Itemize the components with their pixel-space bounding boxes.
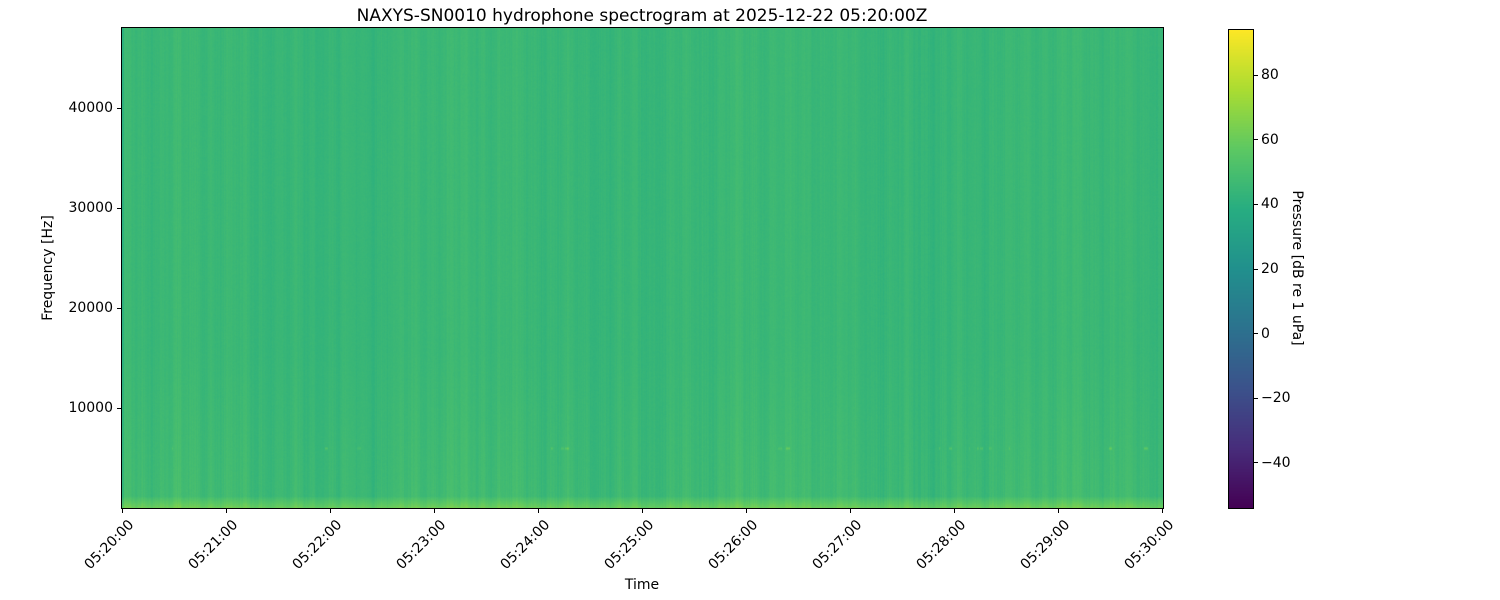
x-tick-label: 05:23:00 bbox=[393, 517, 450, 573]
x-tickmark bbox=[225, 509, 227, 513]
y-tickmark bbox=[117, 207, 121, 209]
x-tick-label: 05:30:00 bbox=[1121, 517, 1178, 573]
x-tick-label: 05:24:00 bbox=[497, 517, 554, 573]
x-tickmark bbox=[329, 509, 331, 513]
colorbar-tick-label: −20 bbox=[1261, 390, 1291, 407]
colorbar-tickmark bbox=[1254, 139, 1258, 141]
x-tick-label: 05:25:00 bbox=[601, 517, 658, 573]
y-tickmark bbox=[117, 407, 121, 409]
x-tick-label: 05:27:00 bbox=[809, 517, 866, 573]
colorbar-tick-label: 40 bbox=[1261, 196, 1279, 213]
x-tick-label: 05:20:00 bbox=[81, 517, 138, 573]
x-axis-label: Time bbox=[624, 577, 660, 593]
x-tick-label: 05:29:00 bbox=[1017, 517, 1074, 573]
colorbar-tickmark bbox=[1254, 74, 1258, 76]
y-axis-label: Frequency [Hz] bbox=[40, 215, 56, 321]
y-tickmark bbox=[117, 307, 121, 309]
colorbar-tickmark bbox=[1254, 268, 1258, 270]
colorbar-label: Pressure [dB re 1 uPa] bbox=[1289, 190, 1305, 346]
colorbar-tick-label: 60 bbox=[1261, 131, 1279, 148]
y-tick-label: 10000 bbox=[68, 400, 113, 416]
colorbar-tickmark bbox=[1254, 397, 1258, 399]
x-tick-label: 05:22:00 bbox=[289, 517, 346, 573]
colorbar-tickmark bbox=[1254, 203, 1258, 205]
x-tick-label: 05:28:00 bbox=[913, 517, 970, 573]
x-tickmark bbox=[953, 509, 955, 513]
colorbar-gradient bbox=[1228, 29, 1254, 509]
colorbar-tick-label: 80 bbox=[1261, 67, 1279, 84]
y-tick-label: 30000 bbox=[68, 200, 113, 216]
colorbar-tick-label: 20 bbox=[1261, 261, 1279, 277]
x-tickmark bbox=[849, 509, 851, 513]
y-tickmark bbox=[117, 107, 121, 109]
x-tickmark bbox=[1161, 509, 1163, 513]
colorbar-tick-label: −40 bbox=[1261, 454, 1291, 471]
x-tickmark bbox=[641, 509, 643, 513]
x-tick-label: 05:26:00 bbox=[705, 517, 762, 573]
y-tick-label: 40000 bbox=[68, 100, 113, 116]
x-tickmark bbox=[121, 509, 123, 513]
colorbar-tickmark bbox=[1254, 333, 1258, 335]
x-tickmark bbox=[433, 509, 435, 513]
spectrogram-heatmap bbox=[121, 27, 1164, 509]
colorbar-tick-label: 0 bbox=[1261, 325, 1270, 342]
y-tick-label: 20000 bbox=[68, 300, 113, 316]
x-tickmark bbox=[537, 509, 539, 513]
x-tickmark bbox=[1057, 509, 1059, 513]
x-tickmark bbox=[745, 509, 747, 513]
colorbar-tickmark bbox=[1254, 462, 1258, 464]
chart-title: NAXYS-SN0010 hydrophone spectrogram at 2… bbox=[356, 6, 928, 26]
x-tick-label: 05:21:00 bbox=[185, 517, 242, 573]
